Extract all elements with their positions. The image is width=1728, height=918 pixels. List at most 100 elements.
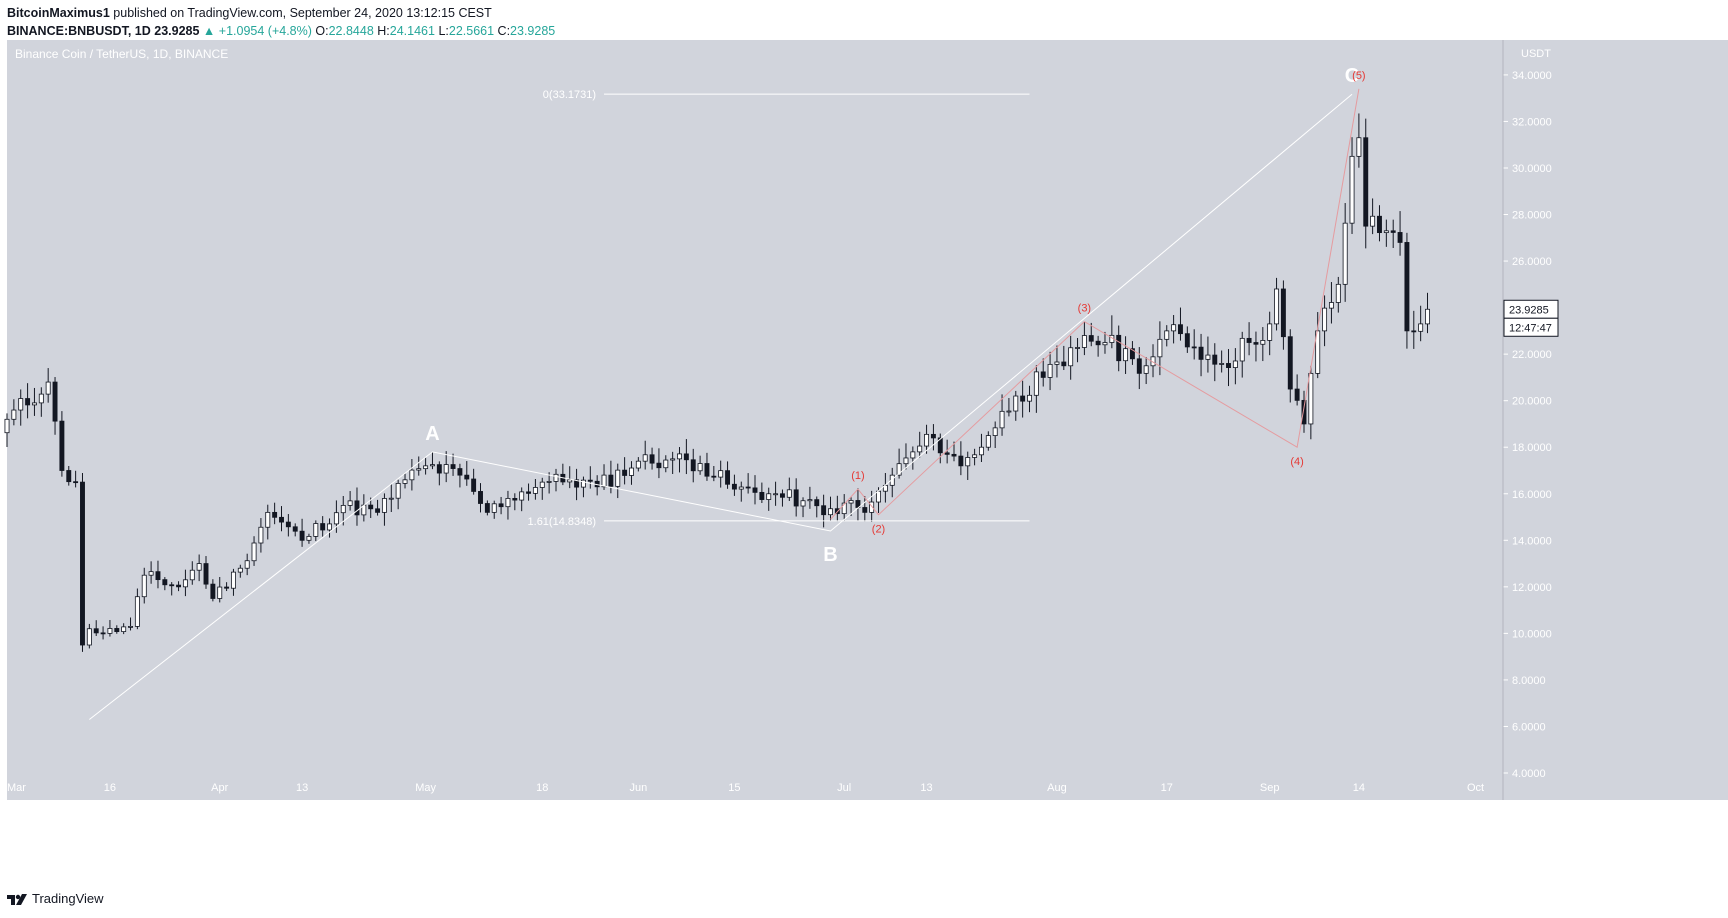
candle-body — [409, 469, 415, 481]
candle-body — [759, 491, 765, 500]
price-tick-label: 12.0000 — [1512, 582, 1552, 594]
wave-label: A — [425, 423, 439, 445]
candle-body — [539, 481, 545, 488]
candle-body — [1081, 335, 1087, 348]
candle-body — [1219, 363, 1225, 365]
candle-body — [930, 433, 936, 439]
candle-body — [1383, 230, 1389, 234]
price-tick-label: 6.0000 — [1512, 721, 1546, 733]
publish-line: BitcoinMaximus1 published on TradingView… — [7, 4, 555, 22]
candle-body — [807, 499, 813, 502]
time-tick-label: Jul — [837, 782, 851, 794]
candle-body — [1054, 361, 1060, 365]
price-axis[interactable] — [1503, 40, 1728, 800]
candle-body — [388, 497, 394, 500]
candle-body — [924, 433, 930, 447]
author-name[interactable]: BitcoinMaximus1 — [7, 6, 110, 20]
candle-body — [217, 586, 223, 599]
candle-body — [965, 457, 971, 467]
candle-body — [18, 398, 24, 411]
candle-body — [114, 628, 120, 633]
candle-body — [272, 511, 278, 518]
candle-body — [738, 486, 744, 490]
candle-body — [958, 455, 964, 467]
candle-body — [615, 469, 621, 487]
candle-body — [972, 454, 978, 458]
price-badge-text: 23.9285 — [1509, 304, 1549, 316]
candle-body — [670, 458, 676, 461]
subwave-label: (1) — [851, 470, 864, 482]
close-label: C: — [497, 24, 511, 38]
candle-body — [430, 464, 435, 467]
candle-body — [31, 402, 37, 406]
candle-body — [340, 504, 346, 514]
candle-body — [1356, 137, 1362, 157]
candle-body — [237, 567, 243, 573]
candle-body — [251, 542, 257, 562]
candle-body — [1226, 363, 1231, 369]
candle-body — [1246, 337, 1252, 343]
candle-body — [896, 463, 902, 476]
candle-body — [642, 454, 648, 462]
price-tick-label: 32.0000 — [1512, 116, 1552, 128]
plot-area[interactable] — [7, 40, 1503, 773]
candle-body — [443, 464, 449, 474]
candle-body — [608, 474, 614, 487]
candle-body — [519, 491, 525, 501]
candle-body — [285, 521, 291, 528]
candle-body — [1239, 337, 1245, 362]
time-axis[interactable] — [7, 773, 1503, 800]
candle-body — [1397, 232, 1403, 243]
candle-body — [196, 563, 202, 571]
candle-body — [1294, 388, 1300, 401]
subwave-line — [830, 88, 1360, 520]
footer-brand: TradingView — [32, 891, 104, 906]
candle-body — [93, 628, 99, 634]
candle-body — [4, 418, 10, 434]
candle-body — [313, 523, 319, 537]
candle-body — [587, 479, 593, 482]
candle-body — [567, 479, 573, 483]
candle-body — [381, 498, 387, 513]
chart-header: BitcoinMaximus1 published on TradingView… — [7, 4, 555, 40]
time-tick-label: Aug — [1047, 782, 1067, 794]
candle-body — [725, 470, 731, 485]
candle-body — [1116, 334, 1122, 362]
candle-body — [1212, 354, 1218, 365]
candle-body — [1191, 346, 1197, 349]
time-tick-label: 14 — [1353, 782, 1365, 794]
open-value: 22.8448 — [328, 24, 374, 38]
candle-body — [903, 457, 909, 465]
price-change: +1.0954 (+4.8%) — [218, 24, 312, 38]
countdown-text: 12:47:47 — [1509, 322, 1552, 334]
candle-body — [368, 504, 374, 510]
candle-body — [1260, 340, 1266, 345]
candle-body — [1164, 330, 1170, 340]
candle-body — [25, 398, 31, 406]
candle-body — [354, 500, 360, 516]
candle-body — [814, 499, 820, 507]
price-tick-label: 16.0000 — [1512, 489, 1552, 501]
candle-body — [821, 505, 827, 516]
candle-body — [1068, 347, 1074, 367]
candle-body — [471, 478, 477, 492]
candle-body — [1006, 410, 1012, 413]
candle-body — [1047, 363, 1053, 378]
candle-body — [292, 526, 298, 532]
candle-body — [478, 491, 483, 504]
time-tick-label: Apr — [211, 782, 228, 794]
candle-body — [704, 463, 710, 477]
candle-body — [1136, 358, 1142, 374]
candle-body — [889, 474, 895, 486]
candle-body — [423, 465, 429, 470]
candle-body — [752, 487, 758, 493]
candle-body — [574, 479, 580, 488]
candle-body — [1095, 340, 1101, 346]
candle-body — [979, 446, 984, 456]
symbol-line: BINANCE:BNBUSDT, 1D 23.9285 ▲ +1.0954 (+… — [7, 22, 555, 40]
tradingview-logo[interactable]: TradingView — [6, 891, 104, 906]
price-tick-label: 4.0000 — [1512, 768, 1546, 780]
time-tick-label: 13 — [296, 782, 308, 794]
candle-body — [677, 453, 682, 460]
